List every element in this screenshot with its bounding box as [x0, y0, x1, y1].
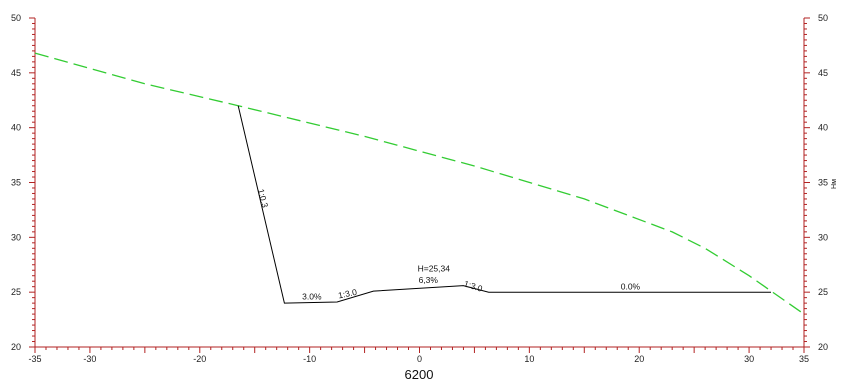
- y-right-tick-label: 35: [818, 178, 828, 188]
- y-right-tick-label: 20: [818, 342, 828, 352]
- y-left-tick-label: 40: [11, 123, 21, 133]
- right-axis-label: Hм: [831, 179, 838, 189]
- y-right-tick-label: 45: [818, 68, 828, 78]
- annotation-label: 1:3.0: [337, 287, 358, 301]
- annotation-label: 0.0%: [621, 281, 641, 291]
- series: [34, 52, 805, 315]
- x-tick-label: -20: [193, 354, 206, 364]
- y-right-tick-label: 50: [818, 13, 828, 23]
- ground-line: [34, 52, 805, 315]
- y-right-tick-label: 25: [818, 287, 828, 297]
- y-left-tick-label: 50: [11, 13, 21, 23]
- y-left-tick-label: 45: [11, 68, 21, 78]
- axes: -35 -30 -20 -10 0 10 20 30 35 20 20 25 25 30 30 35 35 40 4…: [11, 13, 828, 364]
- x-tick-label: 10: [524, 354, 534, 364]
- x-tick-label: -35: [28, 354, 41, 364]
- x-tick-label: 20: [634, 354, 644, 364]
- x-tick-label: 30: [744, 354, 754, 364]
- y-right-tick-label: 30: [818, 232, 828, 242]
- y-left-tick-label: 30: [11, 232, 21, 242]
- annotation-label: 1:0.3: [256, 188, 270, 209]
- annotations: 1:0.3 3.0% 1:3.0 H=25,34 6,3% 1:3.0 0.0%: [256, 188, 641, 301]
- annotation-label: H=25,34: [418, 263, 451, 273]
- x-tick-label: -10: [303, 354, 316, 364]
- x-tick-label: 35: [799, 354, 809, 364]
- y-left-tick-label: 25: [11, 287, 21, 297]
- x-tick-label: 0: [417, 354, 422, 364]
- y-right-tick-label: 40: [818, 123, 828, 133]
- y-left-tick-label: 20: [11, 342, 21, 352]
- annotation-label: 6,3%: [419, 275, 439, 285]
- x-tick-label: -30: [83, 354, 96, 364]
- annotation-label: 1:3.0: [463, 278, 484, 293]
- annotation-label: 3.0%: [302, 291, 322, 301]
- design-profile-line: [237, 105, 771, 304]
- station-label: 6200: [405, 367, 434, 381]
- y-left-tick-label: 35: [11, 178, 21, 188]
